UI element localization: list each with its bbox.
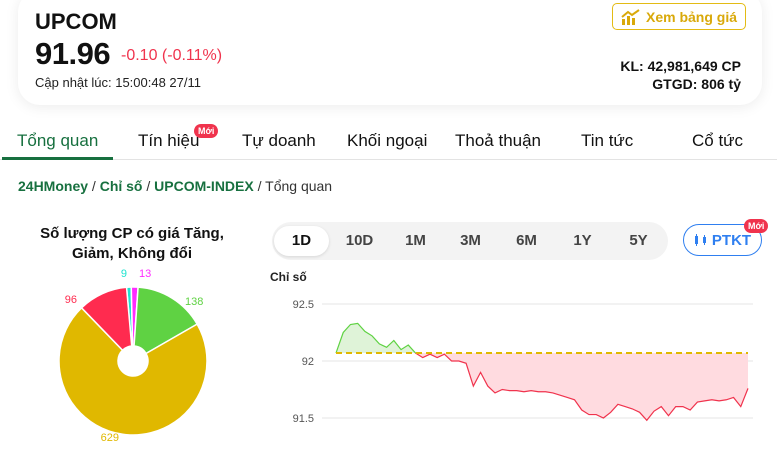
period-5y[interactable]: 5Y xyxy=(629,232,648,249)
technical-analysis-button[interactable]: PTKT xyxy=(683,224,762,256)
index-line-chart: 92.5 92 91.5 xyxy=(293,299,753,425)
period-3m[interactable]: 3M xyxy=(460,232,481,249)
active-tab-indicator xyxy=(2,157,113,160)
period-6m[interactable]: 6M xyxy=(516,232,537,249)
pie-slice-label: 138 xyxy=(185,296,203,308)
period-1y[interactable]: 1Y xyxy=(573,232,592,249)
breadcrumb-upcom[interactable]: UPCOM-INDEX xyxy=(154,178,254,194)
y-axis-label: Chỉ số xyxy=(270,270,307,284)
tab-dividends[interactable]: Cổ tức xyxy=(692,131,744,150)
tab-proprietary[interactable]: Tự doanh xyxy=(242,131,316,150)
technical-analysis-label: PTKT xyxy=(711,231,752,249)
breadcrumb: 24HMoney / Chỉ số / UPCOM-INDEX / Tổng q… xyxy=(18,178,332,194)
period-10d[interactable]: 10D xyxy=(345,232,374,249)
new-badge: Mới xyxy=(194,124,219,138)
pie-slice[interactable] xyxy=(133,286,199,355)
pie-slice-label: 9 xyxy=(121,268,127,280)
breadcrumb-indices[interactable]: Chỉ số xyxy=(99,178,143,194)
view-price-board-label: Xem bảng giá xyxy=(645,8,738,25)
up-area xyxy=(336,323,416,354)
pie-title: Số lượng CP có giá Tăng, Giảm, Không đổi xyxy=(40,225,224,262)
pie-chart: 9 13 138 629 96 xyxy=(58,268,208,444)
new-badge: Mới xyxy=(744,219,769,233)
y-tick-label: 92 xyxy=(302,356,314,368)
candlestick-icon xyxy=(694,234,706,246)
volume: KL: 42,981,649 CP xyxy=(620,58,741,74)
pie-slice-label: 96 xyxy=(65,294,77,306)
index-summary-card xyxy=(18,0,762,105)
index-line-up xyxy=(335,322,417,354)
view-price-board-button[interactable]: Xem bảng giá xyxy=(612,3,746,30)
breadcrumb-current: Tổng quan xyxy=(265,178,333,194)
pie-slice-label: 13 xyxy=(139,268,151,280)
index-change: -0.10 (-0.11%) xyxy=(121,47,223,64)
trading-stats: KL: 42,981,649 CP GTGD: 806 tỷ xyxy=(620,57,741,93)
breadcrumb-separator: / xyxy=(91,178,96,194)
tab-overview[interactable]: Tổng quan xyxy=(17,131,99,150)
updated-time: Cập nhật lúc: 15:00:48 27/11 xyxy=(35,75,201,90)
trading-value: GTGD: 806 tỷ xyxy=(652,76,741,92)
tab-negotiated[interactable]: Thoả thuận xyxy=(455,131,542,150)
period-selector: 1D 10D 1M 3M 6M 1Y 5Y xyxy=(272,222,668,260)
tab-news[interactable]: Tin tức xyxy=(581,131,634,150)
y-tick-label: 91.5 xyxy=(293,413,314,425)
period-1d[interactable]: 1D xyxy=(274,226,329,256)
down-area xyxy=(336,353,748,421)
pie-slice[interactable] xyxy=(80,286,133,352)
breadcrumb-home[interactable]: 24HMoney xyxy=(18,178,89,194)
pie-slice[interactable] xyxy=(58,306,208,436)
chart-up-icon xyxy=(621,8,640,25)
tab-signals[interactable]: Tín hiệu xyxy=(138,131,200,150)
y-tick-label: 92.5 xyxy=(293,299,314,311)
index-price: 91.96 xyxy=(35,36,111,71)
pie-slice-label: 629 xyxy=(101,432,119,444)
tab-foreign[interactable]: Khối ngoại xyxy=(347,131,428,150)
breadcrumb-separator: / xyxy=(146,178,151,194)
index-line-down xyxy=(335,353,749,422)
breadcrumb-separator: / xyxy=(257,178,262,194)
tab-bar: Tổng quan Tín hiệu Mới Tự doanh Khối ngo… xyxy=(0,122,777,160)
period-1m[interactable]: 1M xyxy=(405,232,426,249)
index-symbol: UPCOM xyxy=(35,9,117,34)
